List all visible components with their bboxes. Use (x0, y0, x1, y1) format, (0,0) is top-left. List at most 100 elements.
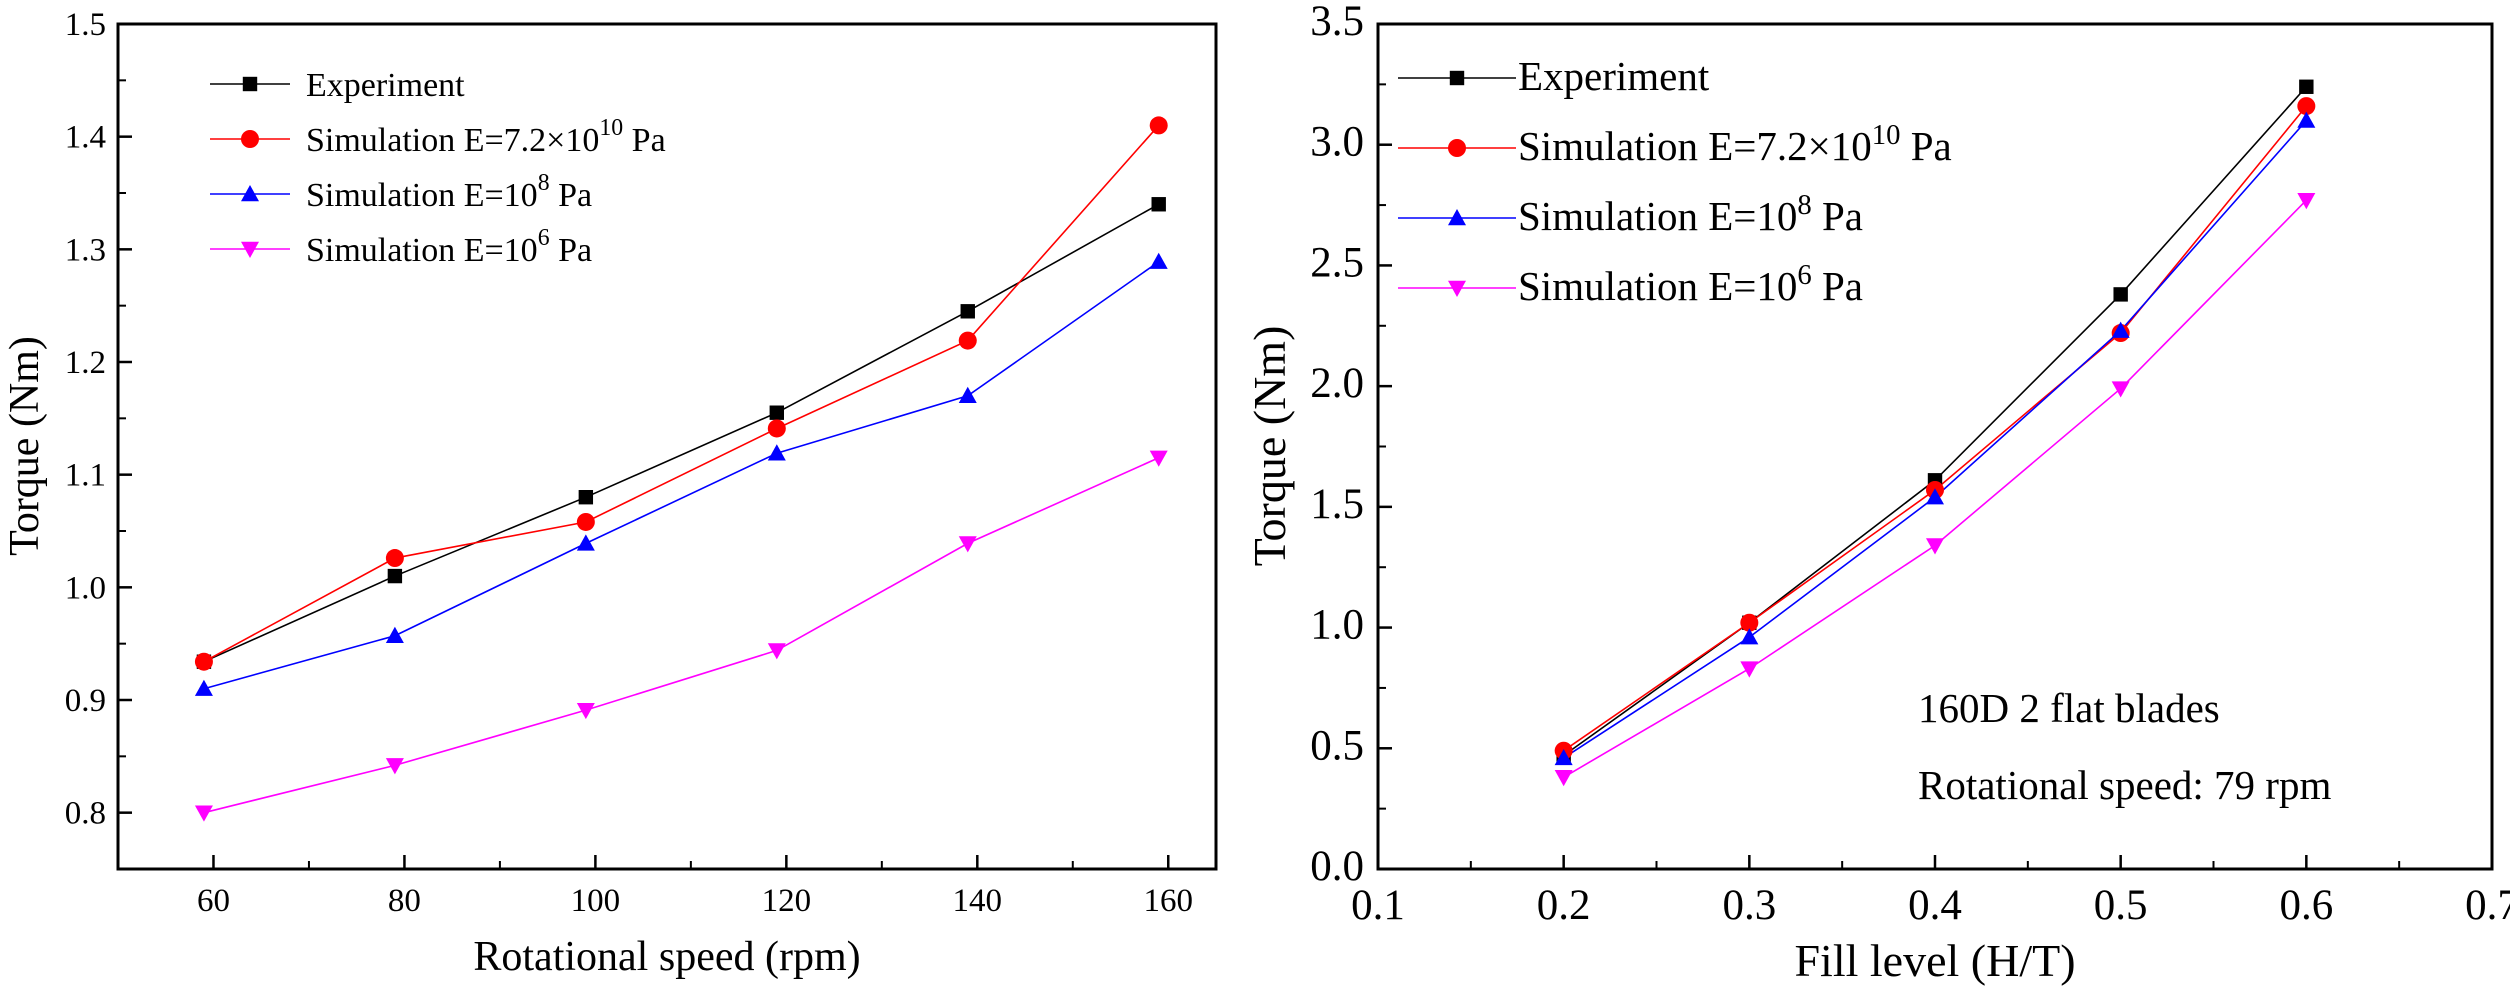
y-tick-label: 1.4 (65, 120, 106, 156)
x-axis-label: Fill level (H/T) (1794, 935, 2075, 986)
data-point (2113, 287, 2128, 302)
x-tick-label: 60 (197, 883, 230, 919)
x-tick-label: 0.5 (2094, 882, 2148, 929)
y-tick-label: 1.5 (1310, 481, 1364, 528)
legend-label-main: Simulation E=10 (306, 232, 538, 269)
y-tick-label: 0.8 (65, 796, 106, 832)
y-tick-label: 3.0 (1310, 119, 1364, 166)
legend-label: Experiment (306, 67, 465, 104)
legend-label-main: Simulation E=7.2×10 (306, 122, 599, 159)
x-axis-label: Rotational speed (rpm) (473, 934, 860, 980)
legend-label-exponent: 6 (538, 225, 550, 251)
legend-label-main: Simulation E=10 (1518, 263, 1797, 309)
series-layer (1554, 79, 2316, 787)
y-tick-label: 1.2 (65, 345, 106, 381)
x-tick-label: 0.7 (2465, 882, 2510, 929)
legend-label-unit: Pa (1812, 193, 1863, 239)
series-line (203, 261, 1160, 690)
x-tick-label: 100 (571, 883, 621, 919)
x-tick-label: 160 (1144, 883, 1194, 919)
legend-label-main: Simulation E=10 (306, 177, 538, 214)
legend-label: Simulation E=108 Pa (1518, 189, 1863, 239)
data-point (576, 512, 595, 531)
data-point (194, 805, 213, 822)
series-line (203, 124, 1160, 663)
legend-label-main: Experiment (1518, 53, 1710, 99)
legend-label-unit: Pa (1900, 123, 1951, 169)
x-tick-label: 0.6 (2279, 882, 2333, 929)
ticks: 0.1 0.2 0.3 0.4 0.5 0.6 0.7 0.0 0.5 1.0 1.5 2.0 2.5 3… (1310, 0, 2510, 929)
data-point (2297, 97, 2316, 116)
legend-label-unit: Pa (1812, 263, 1863, 309)
data-point (387, 568, 403, 584)
legend-marker (242, 76, 258, 92)
data-point (958, 536, 977, 553)
data-point (385, 758, 404, 775)
x-tick-label: 80 (388, 883, 421, 919)
legend-label-exponent: 10 (1872, 119, 1901, 151)
data-point (2297, 111, 2316, 128)
data-point (385, 549, 404, 568)
data-point (2297, 193, 2316, 210)
y-tick-label: 3.5 (1310, 0, 1364, 45)
data-point (1149, 116, 1168, 135)
legend-label-main: Experiment (306, 67, 465, 104)
series-layer (194, 116, 1168, 822)
data-point (194, 652, 213, 671)
legend-label: Simulation E=7.2×1010 Pa (1518, 119, 1952, 169)
data-point (1740, 661, 1759, 678)
data-point (960, 304, 975, 319)
data-point (1149, 252, 1168, 269)
data-point (1926, 488, 1944, 505)
annotation-speed: Rotational speed: 79 rpm (1918, 762, 2331, 808)
y-tick-label: 1.0 (1310, 602, 1364, 649)
data-point (2299, 79, 2314, 94)
y-axis-label: Torque (Nm) (1244, 326, 1295, 567)
data-point (1740, 613, 1759, 632)
data-point (1740, 628, 1759, 645)
legend-marker (1448, 280, 1466, 297)
series-line (203, 457, 1160, 814)
y-axis-label: Torque (Nm) (2, 336, 48, 556)
data-point (769, 405, 784, 420)
x-tick-label: 0.1 (1351, 882, 1405, 929)
y-tick-label: 1.1 (65, 458, 106, 494)
data-point (1554, 770, 1573, 787)
data-point (385, 626, 404, 643)
legend-marker (241, 130, 259, 148)
data-point (194, 679, 213, 696)
series-line (1563, 86, 2307, 757)
data-point (767, 444, 786, 461)
legend-marker (1448, 139, 1466, 157)
legend-label-exponent: 10 (599, 115, 623, 141)
chart-right: Fill level (H/T) Torque (Nm) 0.1 0.2 0.3 0.… (1244, 0, 2510, 986)
legend-label: Experiment (1518, 53, 1710, 99)
ticks: 60 80 100 120 140 160 0.8 0.9 1.0 1.1 1.2 1.3 1.4 1.5 (65, 7, 1193, 919)
data-point (1926, 538, 1944, 555)
data-point (576, 702, 595, 720)
plot-frame (116, 22, 1218, 871)
legend-label: Simulation E=106 Pa (1518, 259, 1863, 309)
data-point (767, 643, 786, 660)
legend-label: Simulation E=106 Pa (306, 225, 592, 269)
y-tick-label: 0.9 (65, 683, 106, 719)
x-tick-label: 0.4 (1908, 882, 1962, 929)
legend-label-exponent: 6 (1797, 259, 1811, 291)
legend-label-main: Simulation E=10 (1518, 193, 1797, 239)
annotation-blades: 160D 2 flat blades (1918, 685, 2220, 731)
legend: Experiment Simulation E=7.2×1010 Pa Simula… (1398, 53, 1952, 309)
data-point (576, 534, 595, 551)
legend-marker (241, 185, 259, 202)
x-tick-label: 0.2 (1537, 882, 1591, 929)
x-tick-label: 0.3 (1722, 882, 1776, 929)
chart-left: Rotational speed (rpm) Torque (Nm) 60 80 1… (2, 7, 1218, 980)
legend-label-unit: Pa (623, 122, 666, 159)
y-tick-label: 2.5 (1310, 239, 1364, 286)
legend-label-unit: Pa (550, 232, 593, 269)
y-tick-label: 2.0 (1310, 360, 1364, 407)
legend-label-exponent: 8 (1797, 189, 1811, 221)
y-tick-label: 1.3 (65, 232, 106, 268)
data-point (958, 331, 977, 350)
legend-marker (241, 241, 259, 258)
